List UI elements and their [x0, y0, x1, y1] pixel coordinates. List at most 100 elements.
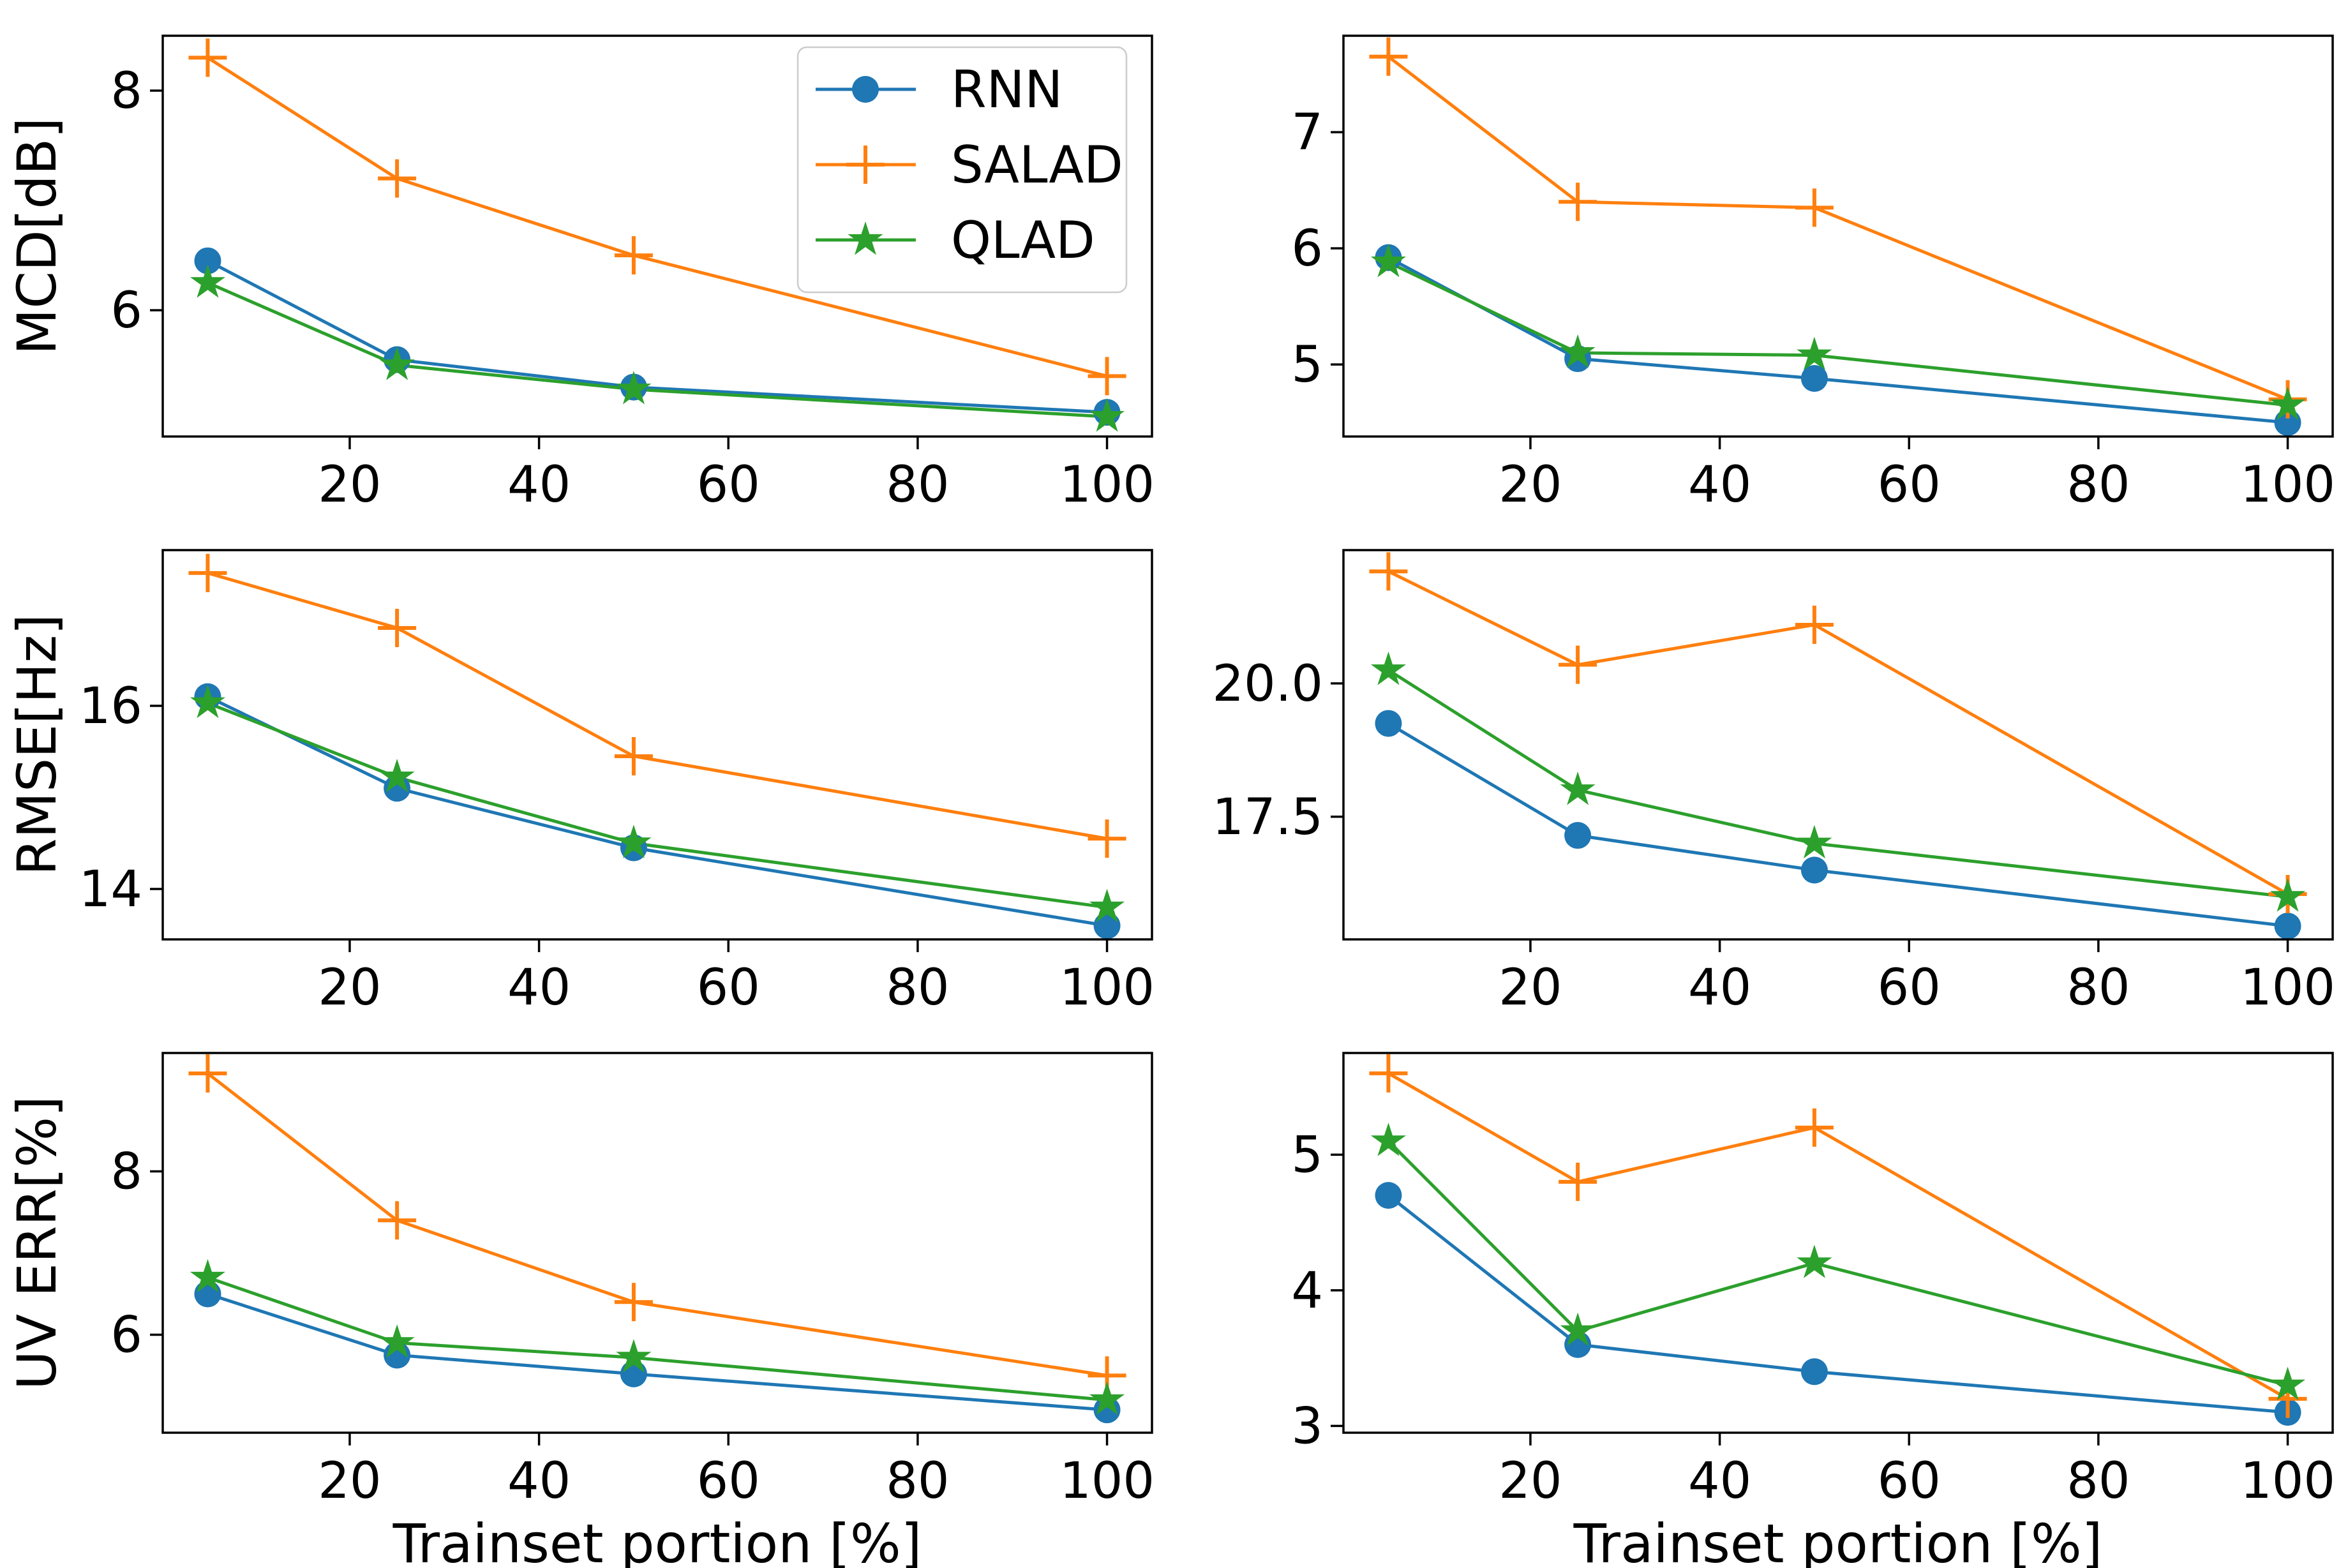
- legend-box: [796, 46, 1128, 294]
- x-tick-label: 100: [1059, 456, 1155, 514]
- qlad-star-marker-icon: [190, 684, 225, 719]
- x-tick-label: 80: [2067, 1452, 2130, 1510]
- qlad-star-marker-icon: [616, 371, 652, 405]
- y-tick-label: 4: [1291, 1262, 1323, 1320]
- plot-area: [188, 1054, 1126, 1424]
- x-axis-label: Trainset portion [%]: [393, 1512, 922, 1568]
- subplot-mcd-left: 20 40 60 80 100 6 8 MCD[dB] RNN SALAD QLAD: [6, 34, 1155, 514]
- salad-plus-marker-icon: [378, 159, 417, 198]
- markers-rnn: [1375, 244, 2301, 437]
- salad-plus-marker-icon: [1369, 1054, 1408, 1093]
- legend-entry-rnn: RNN: [816, 60, 1063, 119]
- line-qlad: [1387, 668, 2288, 899]
- qlad-star-marker-icon: [1370, 244, 1406, 278]
- y-tick-label: 6: [110, 282, 142, 340]
- line-salad: [207, 56, 1108, 378]
- x-tick-label: 20: [318, 1452, 381, 1510]
- qlad-star-marker-icon: [1370, 652, 1406, 685]
- x-tick-label: 100: [2240, 456, 2335, 514]
- qlad-star-marker-icon: [1089, 888, 1125, 923]
- qlad-star-marker-icon: [2270, 878, 2306, 912]
- qlad-star-marker-icon: [190, 1258, 225, 1293]
- rnn-circle-marker-icon: [2274, 913, 2301, 939]
- markers-rnn: [194, 683, 1121, 939]
- salad-plus-marker-icon: [378, 609, 417, 647]
- y-tick-label: 8: [110, 63, 142, 120]
- salad-plus-marker-icon: [1795, 188, 1834, 227]
- line-qlad: [1387, 260, 2288, 407]
- markers-salad: [188, 38, 1126, 396]
- markers-qlad: [190, 264, 1125, 432]
- qlad-star-marker-icon: [1089, 1381, 1125, 1415]
- x-tick-label: 40: [507, 1452, 571, 1510]
- rnn-circle-marker-icon: [1800, 1358, 1828, 1385]
- rnn-circle-marker-icon: [1093, 912, 1121, 939]
- plot-area: [188, 553, 1126, 939]
- plot-area: [1369, 37, 2307, 437]
- x-tick-label: 80: [2067, 456, 2130, 514]
- qlad-star-marker-icon: [616, 1339, 652, 1373]
- qlad-star-marker-icon: [379, 347, 415, 380]
- x-tick-label: 100: [1059, 959, 1155, 1017]
- axes-box: [1342, 549, 2334, 941]
- salad-plus-marker-icon: [1088, 819, 1126, 858]
- line-qlad: [207, 701, 1107, 909]
- line-salad: [1387, 55, 2289, 401]
- axes-box: [161, 1052, 1153, 1434]
- qlad-star-marker-icon: [379, 759, 415, 793]
- subplot-uverr-left: 20 40 60 80 100 6 8 UV ERR[%]: [6, 1052, 1155, 1510]
- y-tick-label: 3: [1291, 1398, 1323, 1455]
- markers-salad: [1369, 37, 2307, 419]
- legend-label-qlad: QLAD: [951, 211, 1095, 270]
- line-salad: [1387, 1071, 2289, 1401]
- line-rnn: [207, 695, 1107, 927]
- x-tick-label: 100: [1059, 1452, 1155, 1510]
- qlad-star-marker-icon: [848, 221, 883, 255]
- markers-qlad: [1370, 652, 2306, 912]
- line-salad: [206, 1072, 1107, 1377]
- salad-plus-marker-icon: [1559, 183, 1597, 221]
- x-tick-label: 100: [2240, 959, 2335, 1017]
- y-tick-label: 8: [110, 1144, 142, 1201]
- rnn-circle-marker-icon: [1800, 856, 1828, 884]
- legend-label-rnn: RNN: [951, 60, 1063, 119]
- x-tick-label: 40: [1688, 1452, 1751, 1510]
- plot-area: [1369, 552, 2307, 939]
- x-tick-label: 20: [318, 456, 381, 514]
- rnn-circle-marker-icon: [1375, 1182, 1402, 1209]
- x-tick-label: 20: [1499, 959, 1562, 1017]
- qlad-star-marker-icon: [616, 825, 652, 858]
- qlad-star-marker-icon: [1089, 398, 1125, 432]
- rnn-circle-marker-icon: [194, 247, 221, 274]
- salad-plus-marker-icon: [188, 553, 227, 592]
- line-rnn: [1387, 1194, 2288, 1414]
- qlad-star-marker-icon: [1370, 1123, 1406, 1156]
- subplot-rmse-right: 20 40 60 80 100 17.5 20.0: [1212, 549, 2335, 1017]
- salad-plus-marker-icon: [846, 146, 885, 184]
- y-tick-label: 6: [110, 1306, 142, 1364]
- y-tick-label: 6: [1291, 220, 1323, 278]
- x-tick-label: 60: [697, 456, 760, 514]
- x-tick-label: 20: [318, 959, 381, 1017]
- line-rnn: [207, 259, 1107, 414]
- x-tick-label: 80: [886, 1452, 949, 1510]
- salad-plus-marker-icon: [1369, 552, 1408, 591]
- y-axis-label: RMSE[Hz]: [6, 614, 68, 876]
- qlad-star-marker-icon: [1797, 1244, 1832, 1278]
- x-tick-label: 40: [507, 456, 571, 514]
- y-axis-label: UV ERR[%]: [6, 1096, 68, 1390]
- rnn-circle-marker-icon: [1564, 822, 1592, 849]
- y-tick-label: 17.5: [1212, 789, 1323, 846]
- salad-plus-marker-icon: [1088, 357, 1126, 396]
- axes-box: [1342, 34, 2334, 438]
- x-tick-label: 60: [1878, 456, 1941, 514]
- x-tick-label: 40: [1688, 456, 1751, 514]
- markers-rnn: [1375, 1182, 2301, 1426]
- x-axis-label: Trainset portion [%]: [1573, 1512, 2103, 1568]
- x-tick-label: 80: [886, 959, 949, 1017]
- salad-plus-marker-icon: [614, 736, 653, 775]
- qlad-star-marker-icon: [2270, 1366, 2306, 1401]
- qlad-star-marker-icon: [1797, 825, 1832, 859]
